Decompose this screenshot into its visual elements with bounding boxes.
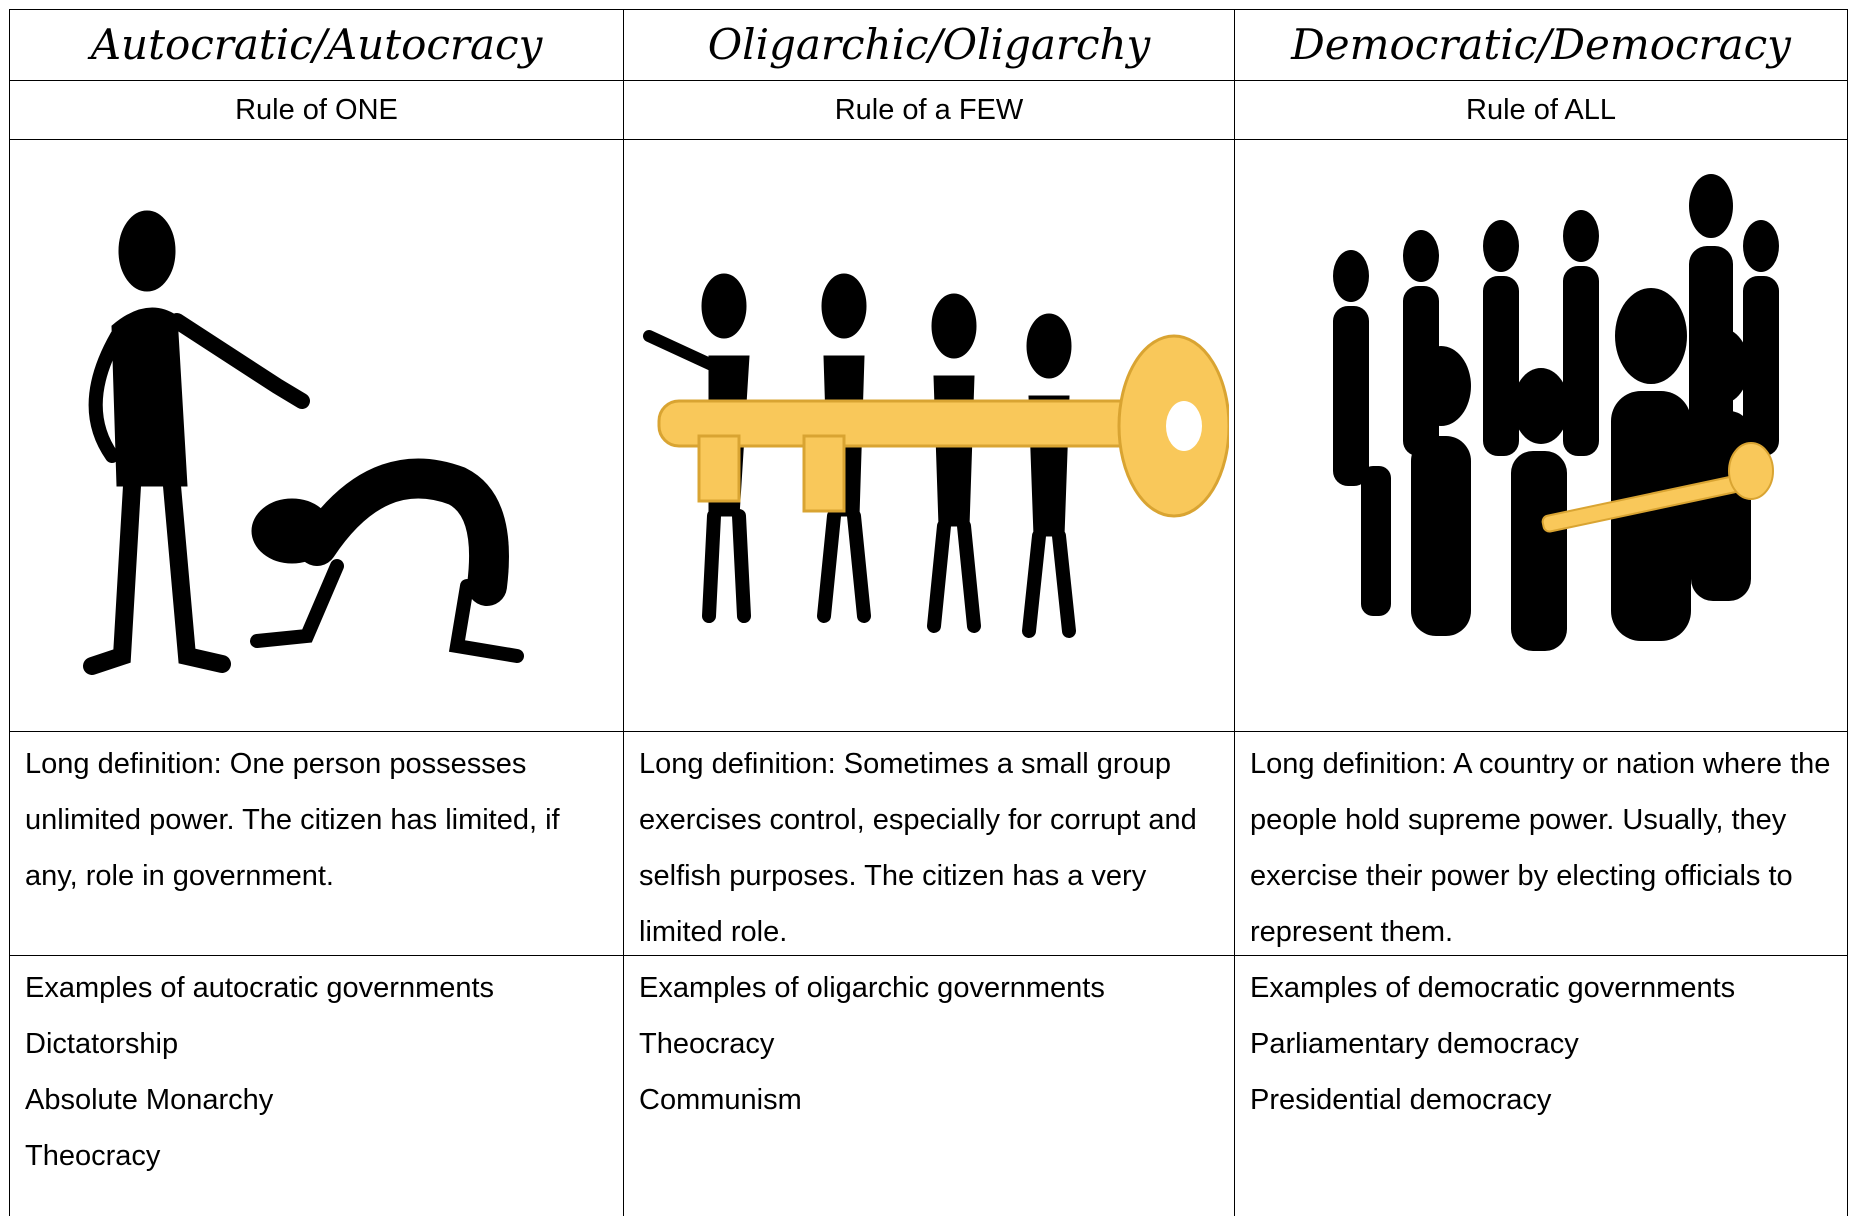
examples-heading: Examples of oligarchic governments [639,972,1105,1004]
example: Parliamentary democracy [1250,1028,1579,1060]
oligarchy-illustration [643,273,1229,638]
column-subtitle: Rule of a FEW [624,81,1235,140]
definition-label: Long definition [25,748,214,780]
democracy-illustration [1333,173,1779,651]
column-subtitle: Rule of ONE [10,81,624,140]
definition-cell: Long definition: One person possesses un… [10,732,624,956]
column-title: Oligarchic/Oligarchy [624,10,1235,81]
illustration-cell [1235,140,1848,732]
column-title: Democratic/Democracy [1235,10,1848,81]
illustration-cell [624,140,1235,732]
column-subtitle: Rule of ALL [1235,81,1848,140]
examples-cell: Examples of democratic governments Parli… [1235,956,1848,1216]
example: Absolute Monarchy [25,1084,274,1116]
definition-cell: Long definition: A country or nation whe… [1235,732,1848,956]
definition-text: : Sometimes a small group exercises cont… [639,748,1197,948]
examples-cell: Examples of autocratic governments Dicta… [10,956,624,1216]
definition-text: : A country or nation where the people h… [1250,748,1831,948]
example: Dictatorship [25,1028,179,1060]
definition-label: Long definition [1250,748,1439,780]
autocracy-illustration [82,210,524,675]
example: Theocracy [25,1140,161,1172]
examples-heading: Examples of democratic governments [1250,972,1736,1004]
definition-label: Long definition [639,748,828,780]
examples-cell: Examples of oligarchic governments Theoc… [624,956,1235,1216]
definition-cell: Long definition: Sometimes a small group… [624,732,1235,956]
example: Theocracy [639,1028,775,1060]
column-title: Autocratic/Autocracy [10,10,624,81]
examples-heading: Examples of autocratic governments [25,972,495,1004]
example: Presidential democracy [1250,1084,1552,1116]
definition-text: : One person possesses unlimited power. … [25,748,560,892]
government-table: Autocratic/Autocracy Oligarchic/Oligarch… [9,9,1848,1216]
example: Communism [639,1084,802,1116]
illustration-cell [10,140,624,732]
